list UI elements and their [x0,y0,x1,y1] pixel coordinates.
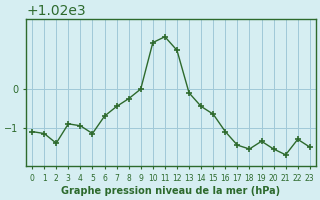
X-axis label: Graphe pression niveau de la mer (hPa): Graphe pression niveau de la mer (hPa) [61,186,281,196]
